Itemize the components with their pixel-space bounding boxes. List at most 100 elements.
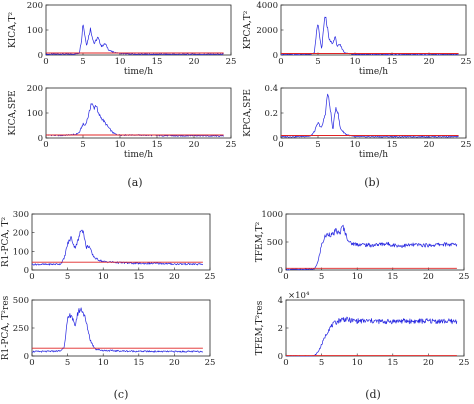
y-tick-label: 100	[27, 26, 43, 36]
y-scale-factor: ×10⁴	[288, 291, 310, 301]
statistic-series-line	[280, 93, 459, 138]
panel-label-b: (b)	[364, 176, 380, 189]
x-tick-label: 0	[283, 272, 288, 282]
y-tick-label: 100	[13, 247, 29, 257]
y-tick-label: 1000	[261, 210, 283, 220]
y-tick-label: 2	[278, 324, 283, 334]
y-tick-label: 2000	[256, 26, 278, 36]
y-tick-label: 4	[278, 296, 283, 306]
y-axis-label: KICA,T²	[8, 12, 18, 49]
x-tick-label: 15	[133, 272, 144, 282]
x-tick-label: 20	[424, 140, 435, 150]
x-tick-label: 10	[350, 57, 361, 67]
plot-frame	[31, 299, 211, 357]
plot-frame	[285, 299, 465, 357]
y-tick-label: 0	[38, 51, 43, 61]
x-tick-label: 20	[424, 57, 435, 67]
y-tick-label: 0	[273, 51, 278, 61]
x-tick-label: 0	[283, 358, 288, 368]
subplot-2: 0 5 10 15 20 25 0 100 200 time/h KICA,SPE	[8, 84, 236, 160]
y-tick-label: 0.2	[264, 109, 278, 119]
x-tick-label: 0	[278, 140, 283, 150]
y-tick-label: 500	[13, 296, 29, 306]
x-tick-label: 25	[459, 272, 470, 282]
y-axis-label: R1-PCA, T²	[1, 216, 11, 267]
x-tick-label: 20	[169, 358, 180, 368]
plot-frame	[280, 87, 467, 139]
x-tick-label: 25	[205, 358, 216, 368]
x-tick-label: 5	[80, 57, 85, 67]
x-tick-label: 20	[423, 358, 434, 368]
y-axis-label: KICA,SPE	[8, 90, 18, 135]
x-tick-label: 0	[29, 358, 34, 368]
x-tick-label: 15	[387, 57, 398, 67]
subplot-1: 0 5 10 15 20 25 0 100 200 time/h KICA,T²	[8, 1, 236, 77]
x-tick-label: 15	[133, 358, 144, 368]
x-tick-label: 5	[319, 272, 324, 282]
statistic-series-line	[31, 307, 204, 353]
x-axis-label: time/h	[124, 67, 153, 77]
x-tick-label: 10	[350, 140, 361, 150]
x-tick-label: 25	[226, 57, 237, 67]
statistic-series-line	[280, 16, 459, 56]
y-tick-label: 500	[267, 238, 283, 248]
y-axis-label: KPCA,SPE	[243, 89, 253, 137]
y-tick-label: 0	[24, 352, 29, 362]
y-tick-label: 200	[27, 84, 43, 94]
y-tick-label: 0	[278, 352, 283, 362]
y-tick-label: 0	[38, 134, 43, 144]
subplot-4: 0 5 10 15 20 25 0 0.2 0.4 time/h KPCA,SPE	[243, 84, 471, 160]
x-tick-label: 5	[315, 57, 320, 67]
x-tick-label: 25	[459, 358, 470, 368]
statistic-series-line	[45, 103, 224, 137]
x-tick-label: 10	[352, 272, 363, 282]
y-tick-label: 200	[27, 1, 43, 11]
panel-label-c: (c)	[114, 388, 129, 401]
y-axis-label: KPCA,T²	[243, 10, 253, 49]
x-tick-label: 20	[189, 57, 200, 67]
x-tick-label: 20	[423, 272, 434, 282]
statistic-series-line	[31, 229, 204, 266]
plot-frame	[45, 87, 232, 139]
x-tick-label: 15	[152, 57, 163, 67]
x-tick-label: 0	[29, 272, 34, 282]
x-tick-label: 15	[152, 140, 163, 150]
x-tick-label: 10	[115, 140, 126, 150]
y-axis-label: TFEM,T²	[255, 221, 265, 262]
x-tick-label: 0	[43, 57, 48, 67]
y-tick-label: 0	[273, 134, 278, 144]
x-tick-label: 25	[205, 272, 216, 282]
x-tick-label: 25	[461, 140, 472, 150]
x-tick-label: 15	[387, 272, 398, 282]
plot-frame	[31, 213, 211, 271]
x-tick-label: 5	[80, 140, 85, 150]
x-tick-label: 10	[115, 57, 126, 67]
subplot-3: 0 5 10 15 20 25 0 2000 4000 time/h KPCA,T²	[243, 1, 471, 77]
panel-label-a: (a)	[127, 176, 142, 189]
statistic-series-line	[285, 224, 458, 271]
x-tick-label: 15	[387, 140, 398, 150]
x-tick-label: 20	[189, 140, 200, 150]
y-tick-label: 200	[13, 229, 29, 239]
x-tick-label: 15	[387, 358, 398, 368]
y-tick-label: 0	[278, 266, 283, 276]
x-tick-label: 10	[98, 358, 109, 368]
x-tick-label: 10	[98, 272, 109, 282]
y-axis-label: R1-PCA, T²res	[1, 295, 11, 360]
plot-frame	[280, 4, 467, 56]
y-tick-label: 100	[27, 109, 43, 119]
subplot-8: 0 5 10 15 20 25 0 2 4 TFEM,T²res ×10⁴	[255, 291, 469, 368]
y-tick-label: 0	[24, 266, 29, 276]
y-tick-label: 250	[13, 324, 29, 334]
x-tick-label: 20	[169, 272, 180, 282]
plot-frame	[285, 213, 465, 271]
x-tick-label: 0	[43, 140, 48, 150]
y-tick-label: 300	[13, 210, 29, 220]
x-tick-label: 5	[315, 140, 320, 150]
x-tick-label: 5	[65, 358, 70, 368]
statistic-series-line	[286, 316, 458, 357]
